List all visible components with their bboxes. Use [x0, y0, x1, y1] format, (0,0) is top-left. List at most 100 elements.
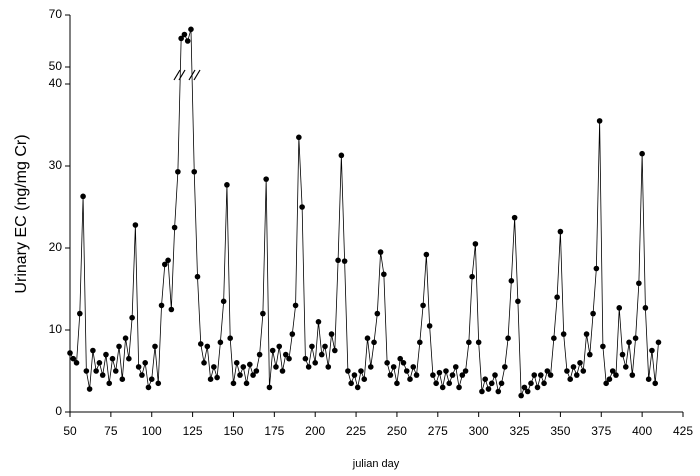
data-point	[619, 351, 626, 358]
data-point	[443, 368, 449, 374]
data-line	[69, 29, 659, 396]
data-point	[632, 335, 639, 342]
data-point	[524, 388, 531, 395]
data-point	[439, 384, 446, 391]
data-point	[485, 386, 492, 392]
data-point	[417, 339, 423, 346]
data-point	[135, 364, 142, 370]
data-point	[332, 347, 338, 354]
data-point	[90, 347, 96, 354]
data-point	[299, 204, 305, 210]
data-point	[384, 360, 390, 366]
data-point	[168, 306, 175, 313]
data-point	[596, 118, 603, 124]
x-tick-label: 125	[183, 424, 203, 438]
data-point	[148, 376, 155, 383]
data-point	[495, 388, 502, 395]
data-point	[273, 364, 279, 370]
data-point	[567, 376, 574, 383]
data-point	[616, 305, 623, 311]
data-point	[328, 331, 335, 337]
data-point	[420, 302, 426, 309]
data-point	[426, 323, 433, 329]
y-tick-label: 70	[49, 7, 63, 21]
data-point	[394, 380, 400, 387]
x-tick-label: 225	[346, 424, 366, 438]
data-point	[269, 347, 276, 354]
x-tick-label: 300	[469, 424, 489, 438]
data-point	[155, 380, 162, 387]
data-point	[639, 150, 645, 157]
data-point	[583, 331, 590, 337]
data-point	[479, 388, 485, 395]
data-point	[247, 361, 253, 368]
data-point	[341, 258, 348, 264]
data-point	[197, 341, 204, 347]
data-point	[106, 380, 113, 387]
data-point	[456, 384, 462, 391]
data-point	[256, 351, 263, 358]
data-point	[560, 331, 567, 337]
data-point	[642, 305, 649, 311]
data-point	[188, 26, 194, 33]
data-point	[433, 380, 439, 387]
data-point	[289, 331, 296, 337]
data-point	[541, 380, 547, 387]
y-tick-label: 50	[49, 59, 63, 73]
data-point	[80, 193, 86, 200]
data-point	[407, 376, 413, 383]
data-point	[99, 372, 106, 378]
data-point	[132, 222, 139, 228]
data-point	[250, 372, 256, 378]
data-point	[377, 249, 384, 255]
data-point	[309, 343, 315, 350]
data-point	[129, 314, 135, 321]
x-tick-label: 400	[632, 424, 652, 438]
data-point	[492, 372, 498, 378]
data-point	[348, 380, 354, 387]
data-point	[276, 343, 283, 350]
data-point	[390, 364, 397, 370]
data-point	[191, 168, 198, 175]
data-point	[573, 372, 580, 378]
data-point	[570, 364, 577, 370]
data-point	[145, 384, 152, 391]
data-point	[361, 376, 368, 383]
data-point	[354, 384, 361, 391]
data-point	[645, 376, 652, 383]
x-tick-label: 375	[591, 424, 611, 438]
data-point	[162, 261, 168, 268]
data-point	[103, 351, 109, 358]
data-point	[603, 380, 609, 387]
data-point	[515, 298, 521, 305]
data-point	[302, 355, 309, 362]
data-point	[613, 372, 619, 378]
data-point	[266, 384, 273, 391]
x-axis-label: julian day	[352, 458, 400, 470]
x-tick-label: 75	[104, 424, 118, 438]
data-point	[112, 368, 119, 374]
data-point	[475, 339, 482, 346]
data-point	[557, 228, 564, 235]
data-point	[70, 355, 77, 362]
data-point	[83, 368, 90, 374]
y-tick-label: 0	[55, 404, 62, 418]
data-point	[466, 339, 472, 346]
data-point	[165, 257, 171, 264]
data-point	[253, 368, 260, 374]
y-axis-label: Urinary EC (ng/mg Cr)	[13, 134, 30, 293]
data-point	[374, 310, 381, 317]
data-point	[263, 176, 269, 182]
data-point	[312, 360, 319, 366]
data-point	[214, 374, 220, 381]
x-tick-label: 250	[387, 424, 407, 438]
data-point	[282, 351, 289, 358]
data-point	[636, 280, 642, 287]
data-point	[587, 351, 593, 358]
data-point	[171, 224, 178, 231]
data-point	[403, 368, 410, 374]
data-point	[622, 364, 629, 370]
axis-break	[173, 69, 201, 81]
data-point	[436, 369, 443, 376]
